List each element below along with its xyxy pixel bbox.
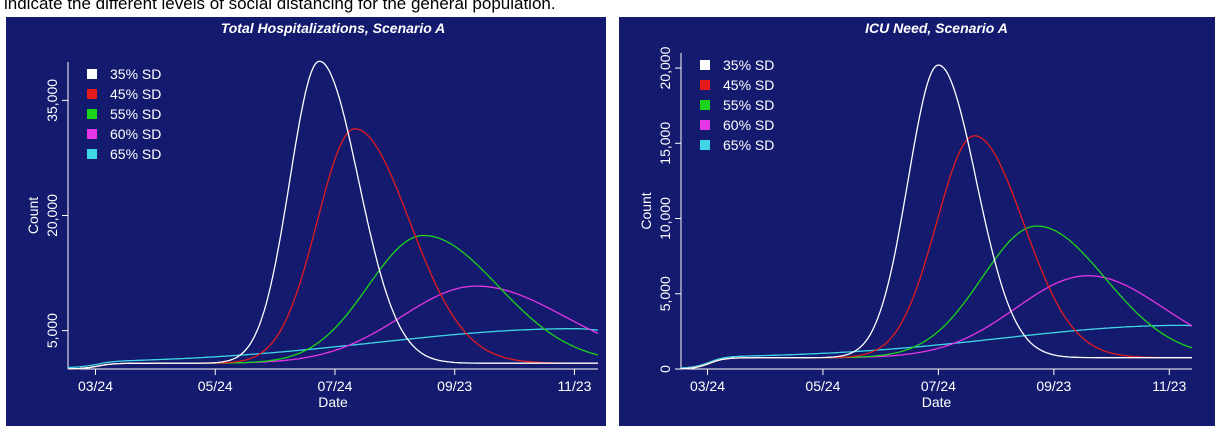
chart-title: ICU Need, Scenario A [865,20,1008,36]
chart-total-hospitalizations: Total Hospitalizations, Scenario A 5,000 2… [25,20,599,410]
series-line-35-pct-sd [67,60,598,370]
series-line-35-pct-sd [681,64,1192,370]
legend-label: 45% SD [110,86,161,102]
y-tick-label: 5,000 [44,313,60,348]
x-axis-label: Date [922,394,952,410]
legend-swatch [87,149,97,159]
legend-label: 55% SD [110,106,161,122]
legend-label: 60% SD [723,117,774,133]
legend-label: 35% SD [723,57,774,73]
y-axis-label: Count [25,197,41,234]
series-line-65-pct-sd [68,328,599,369]
x-tick-label: 03/24 [78,378,113,394]
legend-swatch [700,100,710,110]
series-line-55-pct-sd [681,225,1193,370]
y-tick-label: 20,000 [657,46,673,89]
x-tick-label: 03/24 [690,378,725,394]
x-tick-label: 09/23 [437,378,472,394]
y-tick-label: 0 [657,365,673,373]
legend-swatch [87,129,97,139]
x-tick-label: 07/24 [317,378,352,394]
chart-icu-need: ICU Need, Scenario A 0 5,000 10,000 15,000 20… [638,20,1193,410]
series-line-45-pct-sd [681,135,1192,370]
series-line-55-pct-sd [67,234,599,370]
figure-caption: indicate the different levels of social … [4,0,556,13]
x-tick-label: 05/24 [198,378,233,394]
x-tick-label: 05/24 [805,378,840,394]
y-tick-label: 35,000 [44,79,60,122]
chart-panel-total-hospitalizations: Total Hospitalizations, Scenario A 5,000 2… [6,17,606,426]
legend-swatch [700,60,710,70]
y-tick-label: 5,000 [657,276,673,311]
legend-label: 65% SD [723,137,774,153]
x-tick-label: 11/23 [1152,378,1186,394]
legend-swatch [87,109,97,119]
legend-label: 55% SD [723,97,774,113]
legend-label: 65% SD [110,146,161,162]
y-tick-label: 15,000 [657,122,673,165]
y-tick-label: 10,000 [657,197,673,240]
x-axis-label: Date [318,394,348,410]
legend-swatch [87,89,97,99]
legend-label: 60% SD [110,126,161,142]
legend-label: 35% SD [110,66,161,82]
legend-swatch [700,120,710,130]
legend-swatch [700,140,710,150]
series-line-45-pct-sd [67,128,598,370]
x-tick-label: 11/23 [557,378,591,394]
series-line-60-pct-sd [67,285,599,370]
legend-label: 45% SD [723,77,774,93]
x-tick-label: 07/24 [921,378,956,394]
y-tick-label: 20,000 [44,194,60,237]
x-tick-label: 09/23 [1036,378,1071,394]
y-axis-label: Count [638,192,654,229]
legend-swatch [700,80,710,90]
series-line-65-pct-sd [680,324,1193,369]
chart-title: Total Hospitalizations, Scenario A [221,20,446,36]
legend-swatch [87,69,97,79]
chart-panel-icu-need: ICU Need, Scenario A 0 5,000 10,000 15,000 20… [619,17,1215,426]
